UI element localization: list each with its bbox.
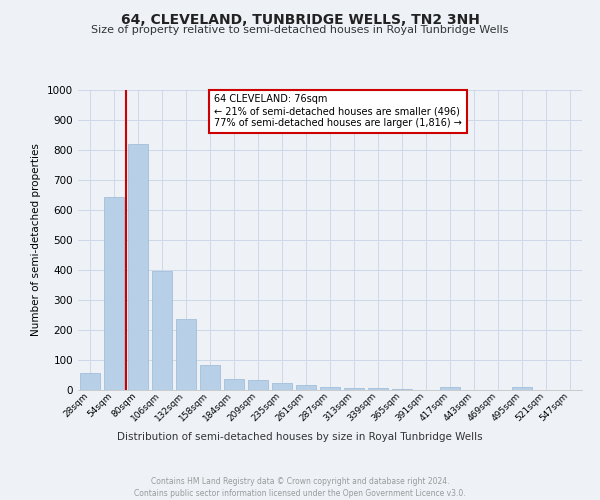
Bar [224, 378, 244, 390]
Bar [104, 196, 124, 390]
Text: 64, CLEVELAND, TUNBRIDGE WELLS, TN2 3NH: 64, CLEVELAND, TUNBRIDGE WELLS, TN2 3NH [121, 12, 479, 26]
Y-axis label: Number of semi-detached properties: Number of semi-detached properties [31, 144, 41, 336]
Text: Distribution of semi-detached houses by size in Royal Tunbridge Wells: Distribution of semi-detached houses by … [117, 432, 483, 442]
Bar [200, 365, 220, 390]
Bar [392, 389, 412, 390]
Bar [176, 318, 196, 390]
Bar [320, 387, 340, 390]
Text: Size of property relative to semi-detached houses in Royal Tunbridge Wells: Size of property relative to semi-detach… [91, 25, 509, 35]
Bar [248, 380, 268, 390]
Bar [344, 388, 364, 390]
Text: 64 CLEVELAND: 76sqm
← 21% of semi-detached houses are smaller (496)
77% of semi-: 64 CLEVELAND: 76sqm ← 21% of semi-detach… [214, 94, 462, 128]
Bar [368, 388, 388, 390]
Bar [80, 373, 100, 390]
Bar [128, 144, 148, 390]
Bar [272, 383, 292, 390]
Text: Contains HM Land Registry data © Crown copyright and database right 2024.: Contains HM Land Registry data © Crown c… [151, 478, 449, 486]
Bar [440, 388, 460, 390]
Text: Contains public sector information licensed under the Open Government Licence v3: Contains public sector information licen… [134, 489, 466, 498]
Bar [296, 385, 316, 390]
Bar [152, 271, 172, 390]
Bar [512, 388, 532, 390]
